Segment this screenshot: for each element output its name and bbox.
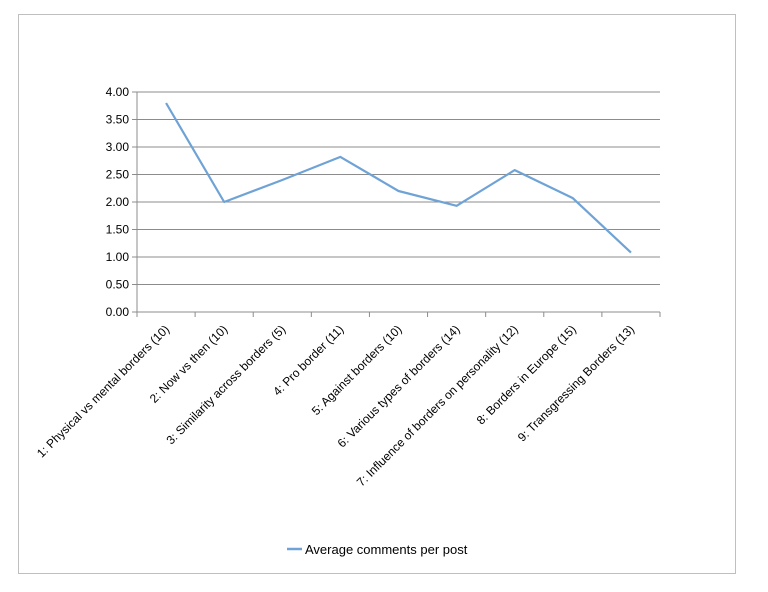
y-tick-label: 1.50: [106, 223, 130, 237]
x-tick-label: 8: Borders in Europe (15): [474, 322, 579, 427]
y-tick-label: 1.00: [106, 250, 130, 264]
x-tick-label: 3: Similarity across borders (5): [163, 322, 288, 447]
y-tick-label: 3.00: [106, 140, 130, 154]
y-axis-ticks: 0.00 0.50 1.00 1.50 2.00 2.50 3.00 3.50 4.00: [106, 85, 137, 319]
y-tick-label: 0.50: [106, 278, 130, 292]
legend-label: Average comments per post: [305, 542, 468, 557]
y-tick-label: 2.50: [106, 168, 130, 182]
x-axis-ticks: 1: Physical vs mental borders (10)2: Now…: [34, 322, 637, 489]
y-tick-label: 3.50: [106, 113, 130, 127]
x-axis: [136, 92, 661, 317]
y-tick-label: 2.00: [106, 195, 130, 209]
x-tick-label: 9: Transgressing Borders (13): [515, 322, 637, 444]
series-line: [165, 102, 632, 254]
legend: Average comments per post: [287, 542, 468, 557]
y-tick-label: 0.00: [106, 305, 130, 319]
chart-frame: [18, 14, 736, 574]
x-tick-label: 6: Various types of borders (14): [335, 322, 463, 450]
series-group: [165, 102, 632, 254]
y-tick-label: 4.00: [106, 85, 130, 99]
gridlines: [137, 91, 660, 313]
